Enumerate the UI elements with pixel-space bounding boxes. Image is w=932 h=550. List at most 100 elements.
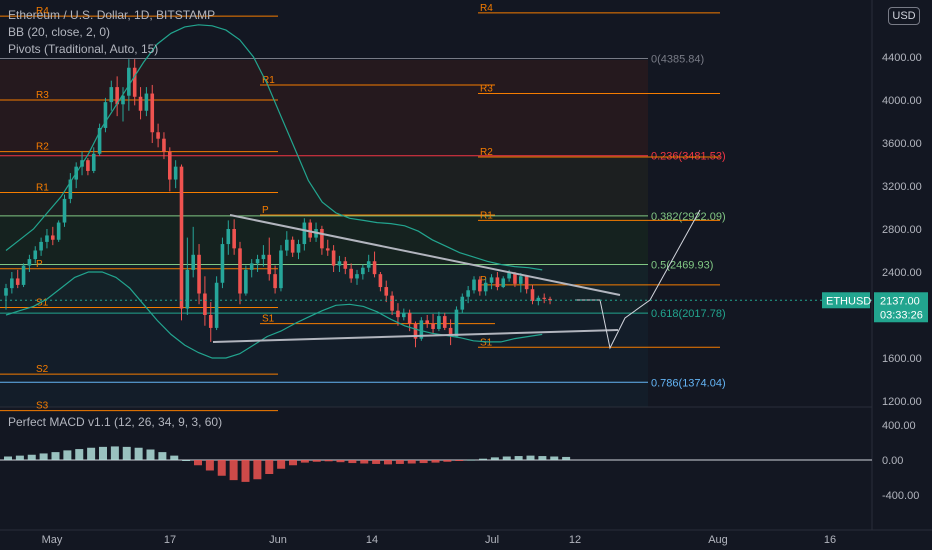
candle-body bbox=[519, 276, 523, 284]
candle-body bbox=[10, 278, 14, 289]
candle-body bbox=[325, 248, 330, 251]
price-tick-label: 3200.00 bbox=[882, 181, 922, 193]
candle-body bbox=[91, 153, 96, 171]
pivot-left-label: R2 bbox=[36, 142, 49, 153]
candle-body bbox=[179, 166, 184, 309]
macd-histogram-bar bbox=[63, 450, 72, 460]
pivot-left-label: S2 bbox=[36, 364, 49, 375]
price-tick-label: 3600.00 bbox=[882, 138, 922, 150]
candle-body bbox=[524, 276, 529, 290]
fib-level-label: 0(4385.84) bbox=[651, 54, 704, 66]
macd-histogram-bar bbox=[431, 460, 440, 463]
candle-body bbox=[442, 316, 447, 328]
macd-histogram-bar bbox=[526, 455, 535, 460]
currency-selector[interactable]: USD bbox=[888, 7, 920, 25]
candle-body bbox=[378, 274, 383, 288]
candle-body bbox=[478, 279, 482, 292]
pivot-right-label: S1 bbox=[480, 337, 493, 348]
macd-histogram-bar bbox=[182, 460, 191, 461]
candle-body bbox=[103, 102, 108, 128]
macd-histogram-bar bbox=[170, 455, 179, 460]
candle-body bbox=[214, 282, 219, 328]
symbol-badge-text: ETHUSD bbox=[826, 295, 871, 307]
macd-histogram-bar bbox=[372, 460, 381, 464]
pivot-right-label: R4 bbox=[480, 3, 493, 14]
macd-tick-label: 400.00 bbox=[882, 420, 916, 432]
candle-body bbox=[349, 268, 353, 279]
macd-histogram-bar bbox=[122, 446, 131, 460]
candle-body bbox=[285, 239, 289, 251]
macd-histogram-bar bbox=[205, 460, 214, 471]
candle-body bbox=[144, 93, 149, 111]
macd-histogram-bar bbox=[194, 460, 202, 466]
fib-zone bbox=[0, 156, 648, 216]
candle-body bbox=[390, 295, 394, 311]
pivot-mid-label: R1 bbox=[262, 75, 275, 86]
candle-body bbox=[413, 323, 418, 339]
macd-tick-label: -400.00 bbox=[882, 490, 919, 502]
candle-body bbox=[109, 87, 114, 103]
candle-body bbox=[489, 277, 494, 283]
descending-trendline bbox=[229, 214, 621, 296]
price-badge bbox=[874, 292, 928, 323]
macd-histogram-bar bbox=[87, 447, 96, 460]
pivot-left-label: P bbox=[36, 259, 43, 270]
macd-histogram-bar bbox=[324, 460, 333, 462]
pivot-mid-label: P bbox=[262, 205, 269, 216]
price-badge-countdown: 03:33:26 bbox=[880, 309, 923, 321]
candle-body bbox=[238, 248, 242, 294]
candle-body bbox=[419, 320, 424, 339]
candle-body bbox=[320, 229, 324, 249]
candle-body bbox=[337, 261, 342, 266]
price-badge-value: 2137.00 bbox=[880, 295, 920, 307]
candle-body bbox=[45, 235, 49, 242]
macd-histogram-bar bbox=[490, 457, 499, 460]
candle-body bbox=[21, 265, 26, 285]
time-tick-label: 12 bbox=[569, 534, 581, 546]
candle-body bbox=[97, 127, 102, 154]
candle-body bbox=[279, 250, 283, 289]
macd-histogram-bar bbox=[467, 459, 476, 461]
candle-body bbox=[507, 273, 511, 279]
macd-histogram-bar bbox=[51, 452, 60, 460]
macd-histogram-bar bbox=[217, 460, 226, 476]
candle-body bbox=[407, 312, 412, 324]
macd-histogram-bar bbox=[265, 460, 274, 474]
candle-body bbox=[127, 67, 131, 96]
fib-zone bbox=[0, 264, 648, 313]
candle-body bbox=[431, 323, 435, 329]
bb-indicator-legend[interactable]: BB (20, close, 2, 0) bbox=[8, 25, 111, 39]
candle-body bbox=[355, 274, 359, 279]
candle-body bbox=[296, 244, 301, 253]
bb-upper-band bbox=[5, 24, 543, 271]
candle-body bbox=[15, 278, 20, 285]
candle-body bbox=[483, 282, 488, 292]
pivot-left-label: R3 bbox=[36, 90, 49, 101]
candle-body bbox=[366, 261, 371, 268]
support-trendline bbox=[212, 329, 619, 343]
pivot-left-label: R1 bbox=[36, 182, 49, 193]
time-tick-label: Jun bbox=[269, 534, 287, 546]
pivots-indicator-legend[interactable]: Pivots (Traditional, Auto, 15) bbox=[8, 42, 159, 56]
time-tick-label: May bbox=[42, 534, 63, 546]
candle-body bbox=[396, 310, 400, 318]
macd-histogram-bar bbox=[146, 449, 155, 460]
candle-body bbox=[62, 198, 67, 223]
macd-tick-label: 0.00 bbox=[882, 455, 903, 467]
fib-level-label: 0.382(2922.09) bbox=[651, 211, 726, 223]
candle-body bbox=[501, 278, 506, 288]
candle-body bbox=[448, 327, 453, 337]
candle-body bbox=[273, 274, 277, 289]
macd-histogram-bar bbox=[384, 460, 392, 465]
macd-histogram-bar bbox=[158, 452, 167, 460]
candle-body bbox=[530, 289, 535, 302]
candle-body bbox=[51, 235, 55, 240]
pivot-left-label: R4 bbox=[36, 6, 49, 17]
candle-body bbox=[150, 93, 155, 133]
candle-body bbox=[232, 229, 236, 249]
candle-body bbox=[308, 222, 312, 238]
candle-body bbox=[384, 287, 389, 296]
macd-indicator-legend[interactable]: Perfect MACD v1.1 (12, 26, 34, 9, 3, 60) bbox=[8, 415, 223, 429]
macd-histogram-bar bbox=[241, 460, 250, 482]
candle-body bbox=[132, 67, 137, 97]
